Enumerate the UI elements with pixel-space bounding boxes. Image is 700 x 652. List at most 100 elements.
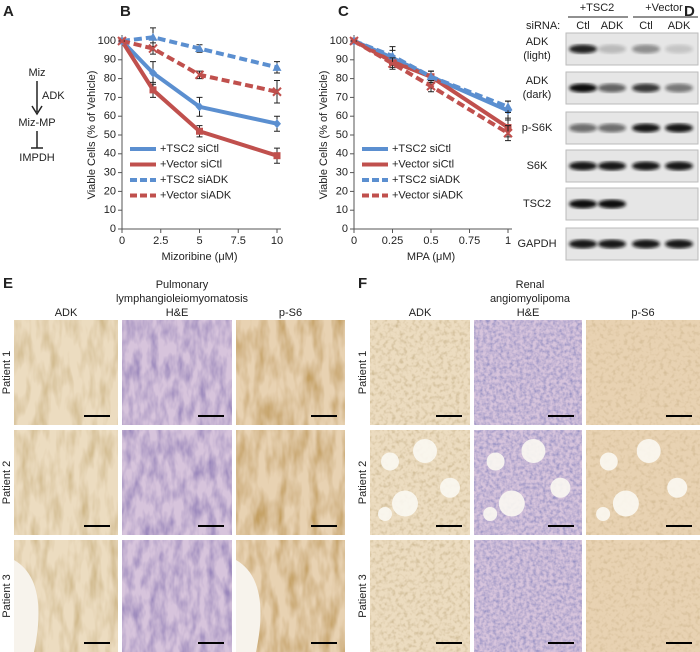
band xyxy=(665,83,693,93)
band xyxy=(598,83,626,93)
marker xyxy=(148,32,158,41)
x-axis-label: Mizoribine (μM) xyxy=(161,251,237,263)
marker xyxy=(349,36,359,46)
blot-row-label: p-S6K xyxy=(522,122,553,134)
pathway-node: Miz-MP xyxy=(18,117,55,129)
column-label: H&E xyxy=(166,307,189,319)
x-tick-label: 7.5 xyxy=(231,235,246,247)
legend-label: +Vector siADK xyxy=(392,189,464,201)
column-label: ADK xyxy=(409,307,432,319)
y-tick-label: 100 xyxy=(98,35,116,47)
x-tick-label: 0.5 xyxy=(423,235,438,247)
y-tick-label: 50 xyxy=(104,129,116,141)
band xyxy=(632,123,660,133)
fat-vacuole xyxy=(612,490,639,517)
band xyxy=(569,239,597,249)
blot-row-label: (dark) xyxy=(523,89,552,101)
blot-row-label: ADK xyxy=(526,75,549,87)
marker xyxy=(194,70,205,80)
blot-row-label: (light) xyxy=(523,50,551,62)
blot-row-label: S6K xyxy=(527,160,548,172)
arrow-head xyxy=(31,105,43,116)
marker xyxy=(195,44,204,53)
panel-label: D xyxy=(684,3,695,20)
series-line xyxy=(352,39,510,135)
micrograph xyxy=(236,320,345,425)
micrograph xyxy=(236,430,345,535)
micrograph xyxy=(370,320,470,425)
lane-label: Ctl xyxy=(639,20,652,32)
legend-label: +TSC2 siADK xyxy=(392,174,461,186)
fat-vacuole xyxy=(599,452,618,471)
band xyxy=(598,199,626,209)
panel-label: A xyxy=(3,3,14,20)
x-tick-label: 1 xyxy=(505,235,511,247)
pathway-node: IMPDH xyxy=(19,152,55,164)
legend-label: +TSC2 siADK xyxy=(160,174,229,186)
y-tick-label: 60 xyxy=(336,110,348,122)
y-axis-label: Viable Cells (% of Vehicle) xyxy=(318,71,330,200)
fat-vacuole xyxy=(498,490,525,517)
marker xyxy=(426,72,436,81)
y-tick-label: 30 xyxy=(336,167,348,179)
series-line xyxy=(120,39,278,158)
y-tick-label: 10 xyxy=(104,204,116,216)
lane-label: ADK xyxy=(601,20,624,32)
panel-label: B xyxy=(120,3,131,20)
x-tick-label: 0 xyxy=(351,235,357,247)
lane-label: ADK xyxy=(668,20,691,32)
y-tick-label: 80 xyxy=(336,73,348,85)
band xyxy=(665,44,693,54)
marker xyxy=(273,119,281,129)
x-tick-label: 2.5 xyxy=(153,235,168,247)
row-label: Patient 3 xyxy=(1,574,13,617)
column-label: H&E xyxy=(517,307,540,319)
siRNA-label: siRNA: xyxy=(526,20,560,32)
column-label: p-S6 xyxy=(631,307,654,319)
row-label: Patient 1 xyxy=(357,351,369,394)
x-tick-label: 0.75 xyxy=(459,235,480,247)
series-line xyxy=(121,39,278,94)
lane-label: Ctl xyxy=(576,20,589,32)
band xyxy=(569,44,597,54)
micrograph xyxy=(122,430,232,535)
micrograph xyxy=(14,320,118,425)
band xyxy=(632,239,660,249)
group-label: +TSC2 xyxy=(580,2,615,14)
y-tick-label: 20 xyxy=(336,185,348,197)
micrograph xyxy=(474,540,582,652)
series-line xyxy=(353,39,510,130)
x-axis-label: MPA (μM) xyxy=(407,251,455,263)
blot-row-label: GAPDH xyxy=(517,238,556,250)
y-tick-label: 20 xyxy=(104,185,116,197)
blot-row-label: TSC2 xyxy=(523,198,551,210)
fat-vacuole xyxy=(440,477,460,498)
histology-title: angiomyolipoma xyxy=(490,293,571,305)
y-tick-label: 80 xyxy=(104,73,116,85)
band xyxy=(665,161,693,171)
band xyxy=(598,239,626,249)
band xyxy=(569,83,597,93)
y-tick-label: 100 xyxy=(330,35,348,47)
legend-label: +Vector siCtl xyxy=(160,158,222,170)
marker xyxy=(387,58,398,69)
x-tick-label: 0.25 xyxy=(382,235,403,247)
marker xyxy=(272,62,282,71)
marker xyxy=(117,36,127,46)
micrograph xyxy=(122,540,232,652)
histology-title: Renal xyxy=(516,279,545,291)
y-axis-label: Viable Cells (% of Vehicle) xyxy=(86,71,98,200)
legend-label: +TSC2 siCtl xyxy=(392,143,451,155)
band xyxy=(598,44,626,54)
y-tick-label: 90 xyxy=(336,54,348,66)
marker xyxy=(149,86,157,94)
tissue-gap xyxy=(236,560,261,652)
fat-vacuole xyxy=(392,490,418,517)
y-tick-label: 40 xyxy=(104,148,116,160)
fat-vacuole xyxy=(413,439,437,463)
row-label: Patient 2 xyxy=(357,461,369,504)
panel-label: C xyxy=(338,3,349,20)
fat-vacuole xyxy=(381,452,399,471)
pathway-node: Miz xyxy=(28,67,45,79)
row-label: Patient 3 xyxy=(357,574,369,617)
